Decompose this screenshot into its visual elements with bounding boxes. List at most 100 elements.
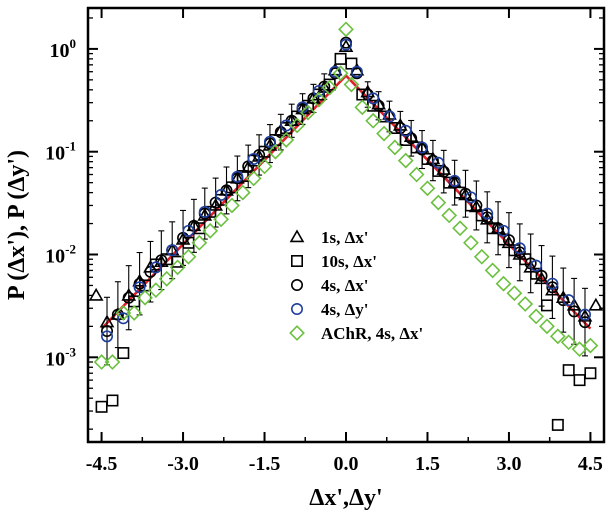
data-point: [508, 244, 521, 257]
data-point: [421, 152, 434, 165]
data-point: [202, 222, 219, 239]
data-point: [117, 312, 130, 325]
data-point: [247, 152, 260, 165]
data-point: [546, 277, 559, 290]
data-point: [193, 222, 206, 235]
data-point: [93, 354, 110, 370]
legend-marker: [290, 255, 303, 268]
data-point: [549, 328, 566, 345]
data-point: [166, 244, 179, 257]
data-point: [568, 305, 581, 318]
data-point: [410, 141, 423, 154]
y-tick-label: 10-3: [45, 344, 76, 370]
data-point: [502, 234, 515, 247]
data-point: [408, 166, 425, 183]
data-point: [454, 186, 467, 199]
data-point: [122, 291, 135, 304]
x-ticks: -4.5 -3.0 -1.5 0.0 1.5 3.0 4.5: [86, 8, 603, 475]
data-point: [470, 199, 483, 212]
data-point: [215, 188, 228, 201]
data-point: [171, 255, 184, 268]
data-point: [578, 308, 591, 321]
data-point: [256, 158, 273, 175]
x-axis-title: Δx',Δy': [309, 485, 382, 511]
data-point: [545, 282, 560, 296]
data-point: [338, 21, 354, 38]
data-point: [452, 220, 468, 237]
data-point: [182, 224, 195, 237]
y-axis-title: P (Δx'), P (Δy'): [4, 150, 30, 300]
data-point: [104, 354, 121, 370]
data-point: [354, 99, 371, 116]
data-point: [492, 222, 505, 235]
data-point: [506, 285, 523, 302]
data-point: [300, 104, 316, 121]
data-point: [383, 110, 396, 123]
y-tick-label-exp: -2: [65, 242, 76, 257]
data-point: [321, 79, 338, 96]
data-point: [95, 400, 108, 413]
legend-marker: [290, 278, 303, 291]
data-point: [528, 308, 544, 325]
y-tick-label-exp: 0: [70, 36, 77, 51]
data-point: [126, 305, 143, 321]
data-point: [106, 394, 119, 407]
data-point: [312, 84, 325, 97]
data-point: [345, 57, 358, 70]
data-point: [376, 125, 392, 142]
data-point: [539, 318, 555, 335]
x-tick-label: 1.5: [415, 453, 440, 475]
data-point: [560, 334, 577, 351]
data-point: [101, 325, 114, 338]
legend: 1s, Δx' 10s, Δx' 4s, Δx' 4s, Δy' AChR, 4s, Δ…: [289, 228, 423, 343]
data-point: [562, 294, 575, 307]
data-point: [365, 112, 382, 129]
data-point: [117, 347, 130, 360]
data-point: [198, 205, 211, 218]
data-point: [399, 124, 412, 137]
data-point: [334, 52, 347, 65]
data-point: [484, 262, 501, 279]
data-point: [432, 156, 445, 169]
data-point: [263, 135, 276, 148]
data-point: [535, 269, 548, 282]
data-point: [588, 297, 604, 311]
y-tick-label: 100: [50, 36, 77, 62]
x-tick-label: 0.0: [334, 453, 359, 475]
data-point: [448, 174, 461, 187]
data-point: [437, 165, 450, 178]
data-point: [473, 248, 490, 265]
y-tick-label-exp: -3: [65, 344, 76, 359]
data-point: [343, 76, 360, 93]
y-tick-label-base: 10: [45, 348, 65, 370]
y-tick-label-base: 10: [45, 246, 65, 268]
data-point: [245, 170, 262, 187]
data-point: [443, 176, 456, 189]
data-point: [289, 117, 306, 134]
data-point: [513, 242, 526, 255]
data-point: [426, 154, 439, 167]
data-point: [399, 133, 412, 146]
y-tick-label-exp: -1: [65, 139, 76, 154]
legend-label: 4s, Δy': [321, 300, 369, 319]
data-point: [234, 184, 251, 201]
legend-entry: AChR, 4s, Δx': [289, 324, 423, 343]
data-point: [236, 170, 249, 183]
data-point: [101, 330, 114, 343]
x-tick-label: 3.0: [496, 453, 521, 475]
legend-entry: 4s, Δy': [290, 300, 369, 319]
data-point: [432, 164, 445, 177]
y-tick-label: 10-2: [45, 242, 76, 268]
data-point: [573, 374, 586, 387]
data-point: [267, 143, 284, 160]
data-point: [332, 65, 349, 82]
data-point: [486, 222, 499, 235]
data-point: [534, 271, 549, 285]
data-point: [310, 91, 327, 108]
data-point: [204, 205, 217, 218]
legend-marker: [289, 229, 305, 243]
data-point: [158, 270, 175, 287]
data-point: [481, 207, 494, 220]
